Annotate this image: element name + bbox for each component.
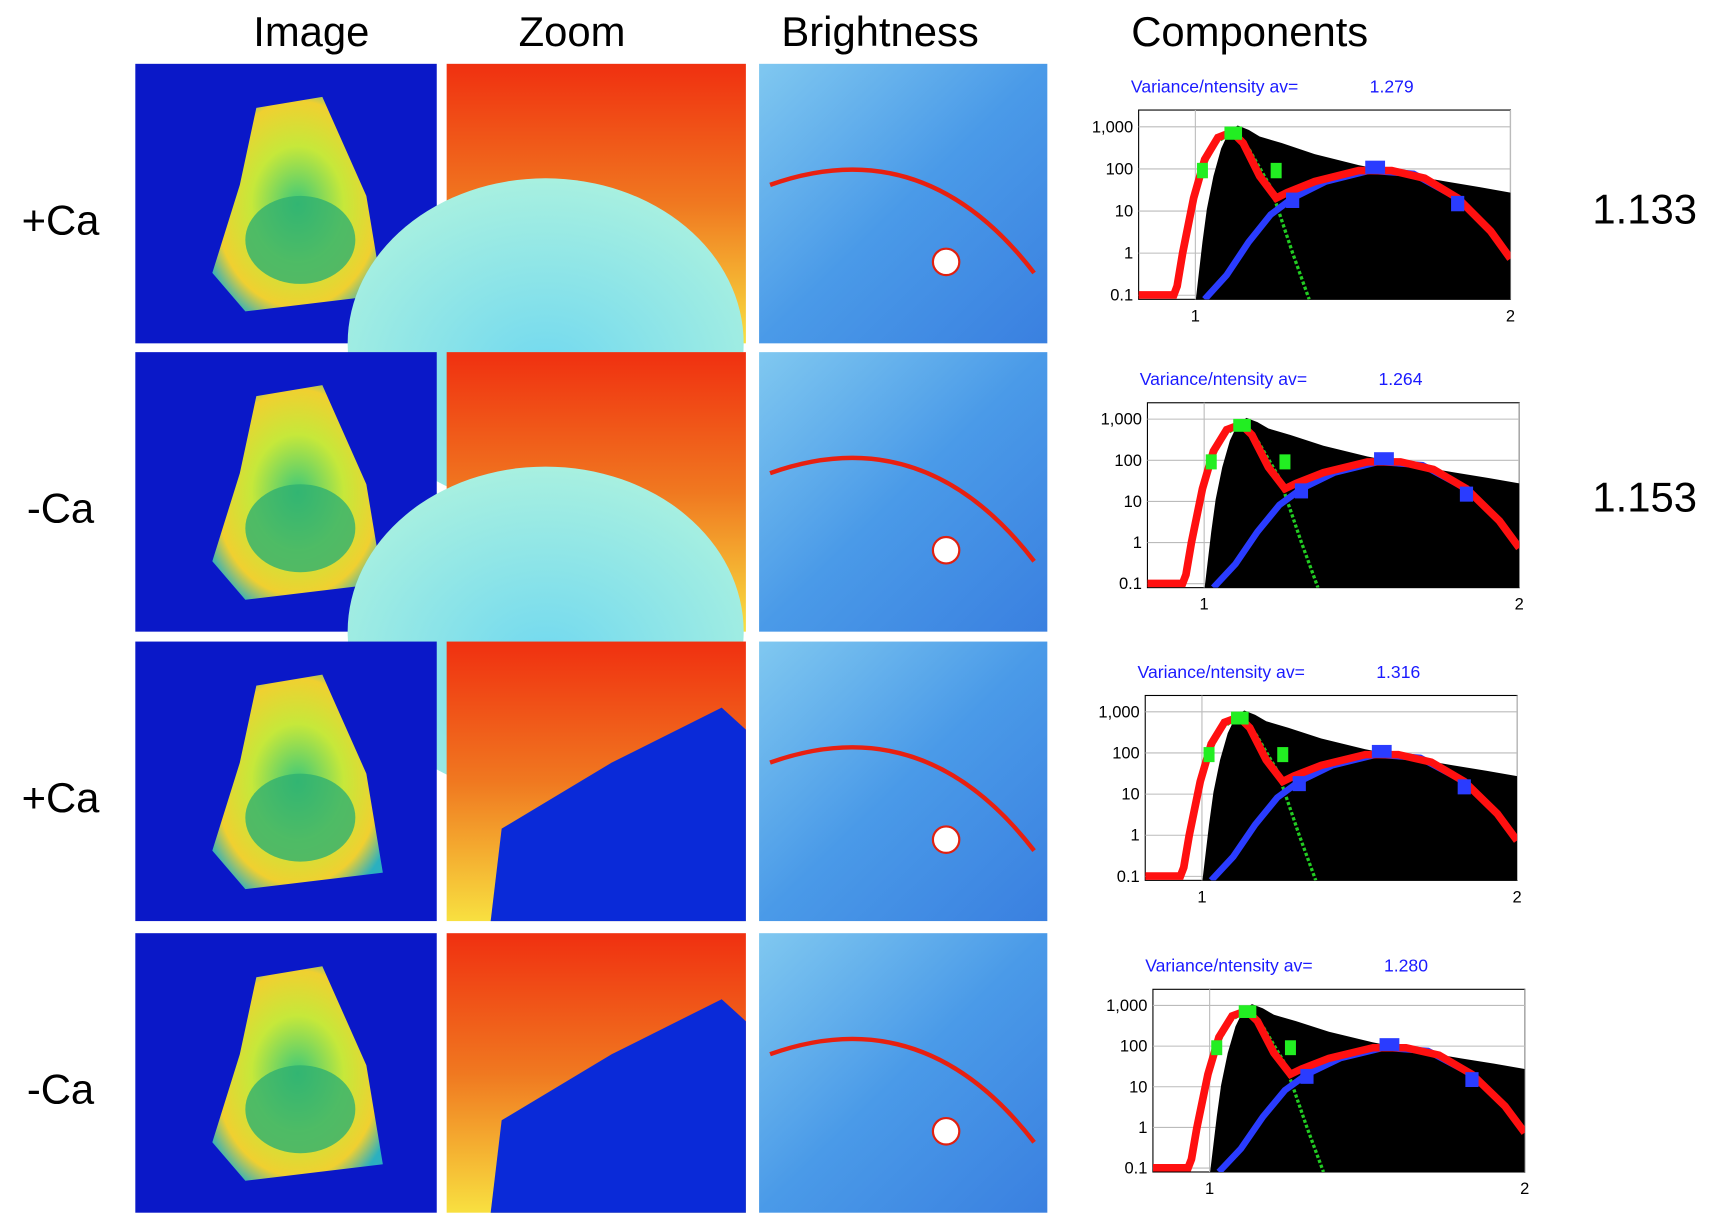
y-tick-label: 1	[1131, 827, 1140, 845]
y-tick-label: 1	[1133, 534, 1142, 552]
nucleus	[245, 1065, 355, 1153]
x-tick-label: 1	[1205, 1180, 1214, 1198]
x-tick-label: 1	[1197, 888, 1206, 906]
row-label: -Ca	[27, 485, 95, 532]
figure: Image Zoom Brightness Components +Ca 1.133 1,0…	[0, 0, 1725, 1216]
histogram-title: Variance/ntensity av=	[1131, 76, 1298, 96]
histogram: 1,000 100 10 1 0.1 1 2 Variance/ntensity av= 1.2…	[1092, 76, 1515, 325]
column-header: Brightness	[781, 8, 978, 55]
brightness-image	[759, 933, 1047, 1213]
histogram-average: 1.280	[1384, 956, 1428, 976]
column-header: Image	[253, 8, 369, 55]
column-header: Zoom	[519, 8, 626, 55]
x-tick-label: 1	[1191, 307, 1200, 325]
x-tick-label: 2	[1512, 888, 1521, 906]
brightness-image	[759, 64, 1047, 344]
histogram: 1,000 100 10 1 0.1 1 2 Variance/ntensity av= 1.3…	[1098, 662, 1521, 906]
y-tick-label: 0.1	[1110, 287, 1133, 305]
y-tick-label: 0.1	[1117, 868, 1140, 886]
x-tick-label: 2	[1520, 1180, 1529, 1198]
nucleus	[245, 196, 355, 284]
histogram-average: 1.279	[1370, 76, 1414, 96]
y-tick-label: 1	[1124, 245, 1133, 263]
bright-spot	[933, 537, 959, 563]
x-tick-label: 1	[1200, 596, 1209, 614]
bright-spot	[933, 249, 959, 275]
histogram-average: 1.316	[1376, 662, 1420, 682]
column-header: Components	[1131, 8, 1368, 55]
histogram: 1,000 100 10 1 0.1 1 2 Variance/ntensity av= 1.2…	[1106, 956, 1529, 1198]
y-tick-label: 100	[1120, 1038, 1148, 1056]
nucleus	[245, 484, 355, 572]
y-tick-label: 0.1	[1124, 1160, 1147, 1178]
ratio-value: 1.153	[1592, 474, 1697, 521]
y-tick-label: 100	[1106, 160, 1134, 178]
y-tick-label: 10	[1115, 203, 1133, 221]
bright-spot	[933, 826, 959, 852]
histogram-title: Variance/ntensity av=	[1140, 369, 1307, 389]
x-tick-label: 2	[1515, 596, 1524, 614]
y-tick-label: 100	[1112, 744, 1140, 762]
brightness-image	[759, 642, 1047, 922]
y-tick-label: 1,000	[1092, 118, 1133, 136]
y-tick-label: 1,000	[1106, 997, 1147, 1015]
ratio-value: 1.133	[1592, 185, 1697, 232]
y-tick-label: 10	[1124, 493, 1142, 511]
histogram-title: Variance/ntensity av=	[1145, 956, 1312, 976]
bright-spot	[933, 1118, 959, 1144]
row-label: -Ca	[27, 1066, 95, 1113]
row-label: +Ca	[22, 196, 101, 243]
y-tick-label: 1	[1138, 1119, 1147, 1137]
image-panels	[135, 64, 1047, 1213]
y-tick-label: 1,000	[1098, 703, 1139, 721]
nucleus	[245, 774, 355, 862]
y-tick-label: 1,000	[1101, 411, 1142, 429]
y-tick-label: 100	[1114, 452, 1142, 470]
x-tick-label: 2	[1506, 307, 1515, 325]
y-tick-label: 10	[1129, 1078, 1147, 1096]
y-tick-label: 10	[1121, 786, 1139, 804]
brightness-image	[759, 352, 1047, 632]
histogram-title: Variance/ntensity av=	[1138, 662, 1305, 682]
histogram: 1,000 100 10 1 0.1 1 2 Variance/ntensity av= 1.2…	[1101, 369, 1524, 613]
histogram-average: 1.264	[1378, 369, 1422, 389]
y-tick-label: 0.1	[1119, 575, 1142, 593]
row-label: +Ca	[22, 774, 101, 821]
